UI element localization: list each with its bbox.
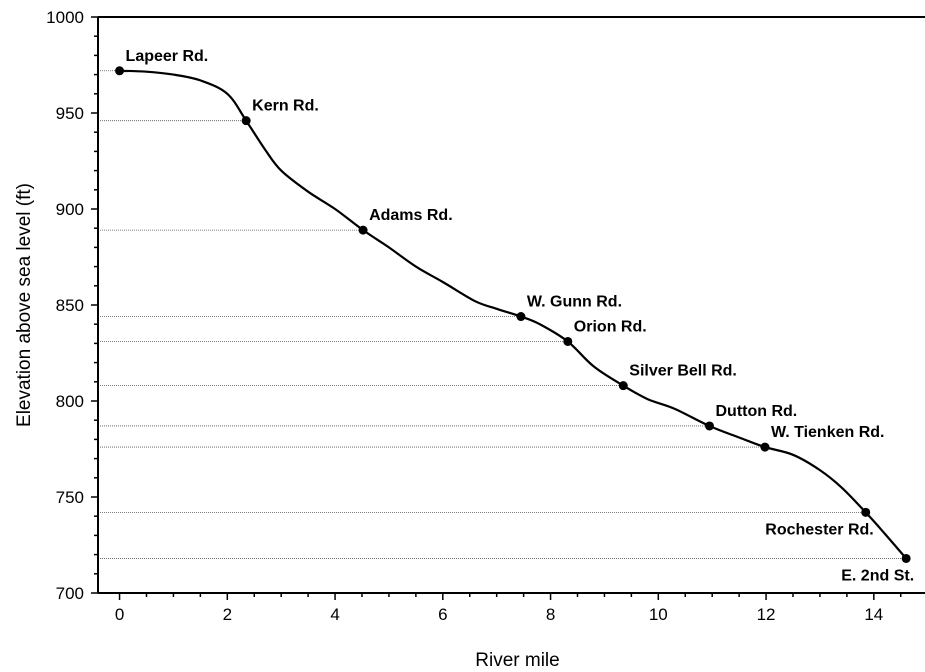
point-label: W. Gunn Rd.	[527, 294, 622, 311]
y-tick-label: 1000	[46, 8, 84, 27]
point-marker	[358, 225, 368, 235]
x-axis-title: River mile	[475, 650, 559, 671]
point-label: Kern Rd.	[252, 98, 319, 115]
ticks: 700 750 800 850 900 950 1000 0 2 4 6 8 10 12 14	[46, 8, 902, 624]
point-label: Silver Bell Rd.	[629, 363, 737, 380]
y-tick-label: 950	[56, 104, 84, 123]
x-tick-label: 4	[330, 605, 339, 624]
point-marker	[115, 66, 125, 76]
point-label: Orion Rd.	[574, 318, 647, 335]
point-marker	[563, 336, 573, 346]
profile-line	[119, 69, 907, 560]
point-marker	[861, 507, 871, 517]
y-tick-label: 750	[56, 488, 84, 507]
x-tick-label: 0	[115, 605, 124, 624]
y-axis-title: Elevation above sea level (ft)	[14, 183, 35, 427]
data-points: Lapeer Rd. Kern Rd. Adams Rd. W. Gunn Rd. Or…	[115, 48, 914, 584]
point-label: Adams Rd.	[369, 207, 453, 224]
point-label: W. Tienken Rd.	[771, 424, 885, 441]
x-tick-label: 8	[546, 605, 555, 624]
point-marker	[618, 381, 628, 391]
point-label: Lapeer Rd.	[126, 48, 209, 65]
y-tick-label: 900	[56, 200, 84, 219]
x-tick-label: 10	[649, 605, 668, 624]
point-marker	[241, 116, 251, 126]
reference-lines	[98, 70, 907, 559]
river-profile	[119, 69, 907, 560]
x-tick-label: 6	[438, 605, 447, 624]
y-tick-label: 700	[56, 584, 84, 603]
x-tick-label: 12	[757, 605, 776, 624]
point-label: E. 2nd St.	[841, 567, 914, 584]
y-tick-label: 800	[56, 392, 84, 411]
point-marker	[901, 553, 911, 563]
axes	[97, 16, 925, 594]
x-tick-label: 2	[223, 605, 232, 624]
point-marker	[760, 442, 770, 452]
point-marker	[516, 312, 526, 322]
point-label: Rochester Rd.	[765, 521, 873, 538]
y-tick-label: 850	[56, 296, 84, 315]
point-marker	[704, 421, 714, 431]
point-label: Dutton Rd.	[715, 403, 797, 420]
x-tick-label: 14	[864, 605, 883, 624]
